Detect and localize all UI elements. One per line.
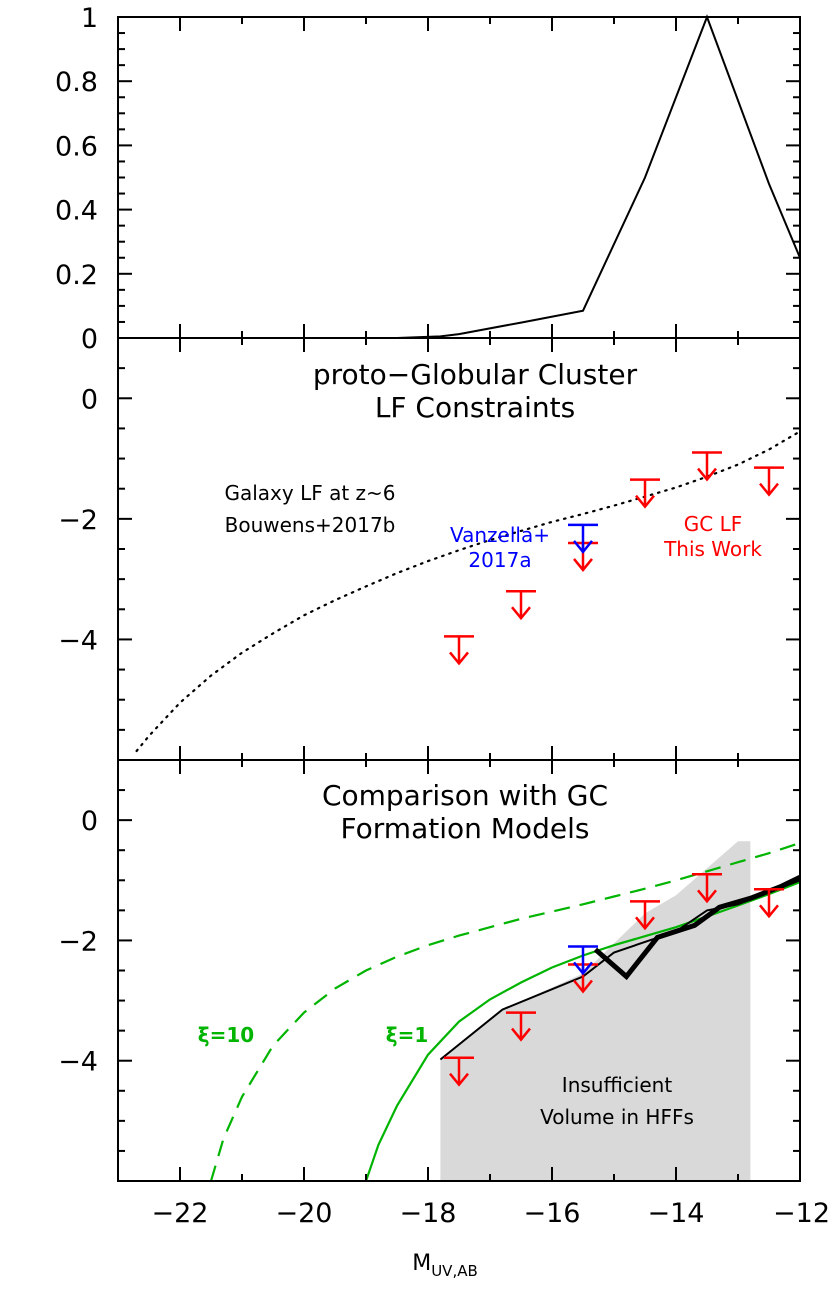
vanzella-limit <box>568 523 598 554</box>
limit-head <box>511 606 531 621</box>
xi1-label: ξ=1 <box>386 1023 429 1047</box>
x-tick-label: −12 <box>773 1198 830 1229</box>
x-tick-label: −20 <box>276 1198 333 1229</box>
limit-head <box>511 1027 531 1042</box>
y-tick-label: −4 <box>58 1047 98 1078</box>
y-tick-label: 0.2 <box>55 260 98 291</box>
gc-lf-label: GC LF <box>684 512 742 536</box>
limit-head <box>697 467 717 482</box>
insufficient-label-2: Volume in HFFs <box>540 1105 694 1129</box>
vanzella-limit <box>568 945 598 976</box>
y-tick-label: −2 <box>58 505 98 536</box>
gc-lf-limit <box>506 1011 536 1042</box>
gc-lf-limit <box>692 451 722 482</box>
bottom-title: Comparison with GC <box>322 779 608 812</box>
gc-lf-limit <box>444 1056 474 1087</box>
panel-top <box>396 14 801 339</box>
axes: 0 0.2 0.4 0.6 0.8 1 0 −2 −4 0 −2 −4 −22 −20 −18 −16 −14 −… <box>55 3 830 1280</box>
y-tick-label: 0.4 <box>55 196 98 227</box>
xi10-label: ξ=10 <box>198 1023 254 1047</box>
y-tick-label: 0.6 <box>55 131 98 162</box>
gc-lf-limit <box>444 635 474 666</box>
limit-head <box>759 482 779 497</box>
y-tick-label: 0.8 <box>55 67 98 98</box>
y-tick-label: 0 <box>81 384 98 415</box>
limit-head <box>573 558 593 572</box>
xi10-curve <box>209 841 801 1182</box>
limit-head <box>759 904 779 919</box>
galaxy-lf-label-2: Bouwens+2017b <box>225 513 396 537</box>
gc-lf-limit <box>754 888 784 919</box>
x-tick-label: −22 <box>152 1198 209 1229</box>
gc-lf-label-2: This Work <box>663 537 762 561</box>
galaxy-lf-curve <box>135 430 802 753</box>
limit-head <box>697 889 717 904</box>
limit-head <box>573 979 593 994</box>
limit-head <box>635 916 655 931</box>
insufficient-label: Insufficient <box>562 1073 673 1097</box>
limit-head <box>635 494 655 509</box>
limit-head <box>573 961 593 976</box>
xi1-curve <box>364 881 801 1182</box>
panel-frame <box>117 16 801 339</box>
insufficient-volume-region <box>440 841 751 1181</box>
y-tick-label: −2 <box>58 926 98 957</box>
x-tick-label: −16 <box>524 1198 581 1229</box>
galaxy-lf-label: Galaxy LF at z~6 <box>224 481 395 505</box>
x-tick-label: −14 <box>648 1198 705 1229</box>
x-axis-label: MUV,AB <box>412 1251 478 1280</box>
gc-lf-limit <box>630 900 660 931</box>
top-curve <box>396 14 801 339</box>
gc-lf-limit <box>630 478 660 509</box>
gc-lf-limit <box>692 873 722 904</box>
limit-head <box>573 540 593 554</box>
middle-title: proto−Globular Cluster <box>313 358 638 391</box>
y-tick-label: −4 <box>58 625 98 656</box>
limit-head <box>449 651 469 666</box>
limit-head <box>449 1072 469 1087</box>
gc-lf-limit <box>754 466 784 497</box>
middle-title-2: LF Constraints <box>375 391 575 424</box>
bottom-title-2: Formation Models <box>341 812 590 845</box>
vanzella-label-2: 2017a <box>468 548 531 572</box>
vanzella-label: Vanzella+ <box>450 523 550 547</box>
x-tick-label: −18 <box>400 1198 457 1229</box>
y-tick-label: 1 <box>81 3 98 34</box>
y-tick-label: 0 <box>81 324 98 355</box>
gc-lf-limit <box>506 589 536 621</box>
y-tick-label: 0 <box>81 806 98 837</box>
